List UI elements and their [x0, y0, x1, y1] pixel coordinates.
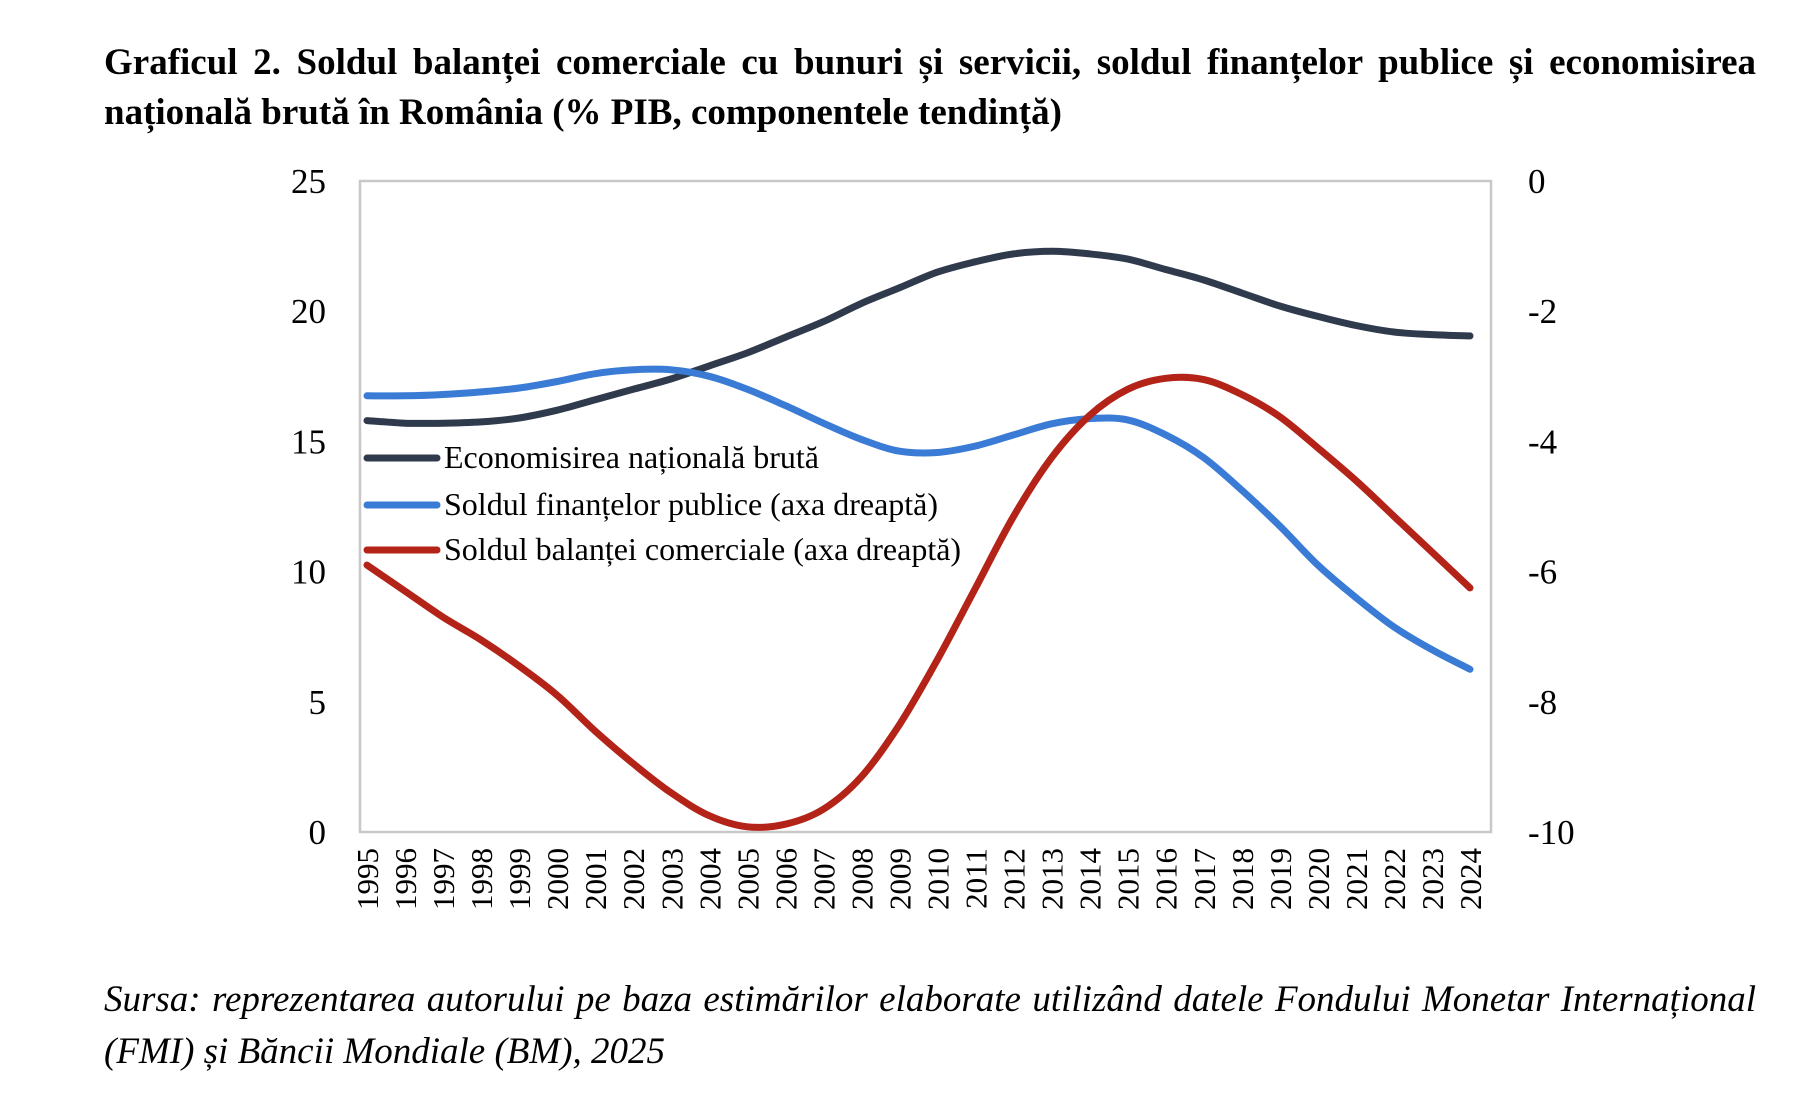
series-lines: [363, 247, 1474, 831]
right-axis-tick-label: -2: [1528, 292, 1557, 331]
x-axis-tick-label: 2014: [1073, 848, 1108, 911]
x-axis-tick-label: 2004: [692, 848, 727, 911]
source-note: Sursa: reprezentarea autorului pe baza e…: [104, 979, 1756, 1072]
x-axis-tick-label: 2019: [1263, 848, 1298, 910]
legend-label: Soldul finanțelor publice (axa dreaptă): [444, 486, 938, 522]
x-axis-tick-label: 2009: [882, 848, 917, 910]
x-axis-tick-label: 2012: [997, 848, 1032, 910]
left-axis-tick-label: 25: [291, 162, 326, 201]
left-axis-tick-label: 10: [291, 553, 326, 592]
right-axis-tick-label: -6: [1528, 553, 1557, 592]
left-axis-tick-label: 0: [309, 813, 327, 852]
x-axis-tick-label: 1998: [464, 848, 499, 910]
series-line-economisire: [363, 247, 1474, 427]
right-axis-tick-label: -8: [1528, 683, 1557, 722]
series-line-balanta-comerciala: [363, 373, 1474, 831]
x-axis-tick-label: 2011: [959, 848, 994, 909]
left-axis-tick-labels: 0 5 10 15 20 25: [291, 162, 326, 852]
x-axis-tick-labels: 1995 1996 1997 1998 1999 2000 2001 2002 2003 2004…: [350, 848, 1488, 911]
x-axis-tick-label: 2017: [1187, 848, 1222, 910]
x-axis-tick-label: 2000: [540, 848, 575, 910]
legend-label: Soldul balanței comerciale (axa dreaptă): [444, 531, 961, 567]
x-axis-tick-label: 2021: [1339, 848, 1374, 910]
legend: Economisirea națională brută Soldul finan…: [363, 439, 961, 567]
x-axis-tick-label: 2010: [921, 848, 956, 910]
x-axis-tick-label: 2003: [654, 848, 689, 910]
x-axis-tick-label: 2005: [730, 848, 765, 910]
x-axis-tick-label: 2015: [1111, 848, 1146, 910]
x-axis-tick-label: 2008: [844, 848, 879, 910]
legend-label: Economisirea națională brută: [444, 439, 819, 475]
x-axis-tick-label: 1997: [426, 848, 461, 910]
series-line-finante-publice: [363, 365, 1474, 673]
right-axis-tick-labels: -10 -8 -6 -4 -2 0: [1528, 162, 1575, 852]
x-axis-tick-label: 2016: [1149, 848, 1184, 910]
x-axis-tick-label: 2018: [1225, 848, 1260, 910]
right-axis-tick-label: -4: [1528, 422, 1557, 461]
left-axis-tick-label: 5: [309, 683, 327, 722]
x-axis-tick-label: 2013: [1035, 848, 1070, 910]
right-axis-tick-label: 0: [1528, 162, 1546, 201]
x-axis-tick-label: 2020: [1301, 848, 1336, 910]
x-axis-tick-label: 2024: [1453, 848, 1488, 911]
x-axis-tick-label: 2022: [1377, 848, 1412, 910]
x-axis-tick-label: 2001: [578, 848, 613, 910]
left-axis-tick-label: 15: [291, 422, 326, 461]
plot-area: [358, 179, 1493, 834]
x-axis-tick-label: 2002: [616, 848, 651, 910]
chart-title: Graficul 2. Soldul balanței comerciale c…: [104, 42, 1756, 133]
right-axis-tick-label: -10: [1528, 813, 1575, 852]
left-axis-tick-label: 20: [291, 292, 326, 331]
x-axis-tick-label: 2006: [768, 848, 803, 910]
x-axis-tick-label: 2007: [806, 848, 841, 910]
x-axis-tick-label: 1995: [350, 848, 385, 910]
x-axis-tick-label: 1996: [388, 848, 423, 910]
x-axis-tick-label: 1999: [502, 848, 537, 910]
x-axis-tick-label: 2023: [1415, 848, 1450, 910]
